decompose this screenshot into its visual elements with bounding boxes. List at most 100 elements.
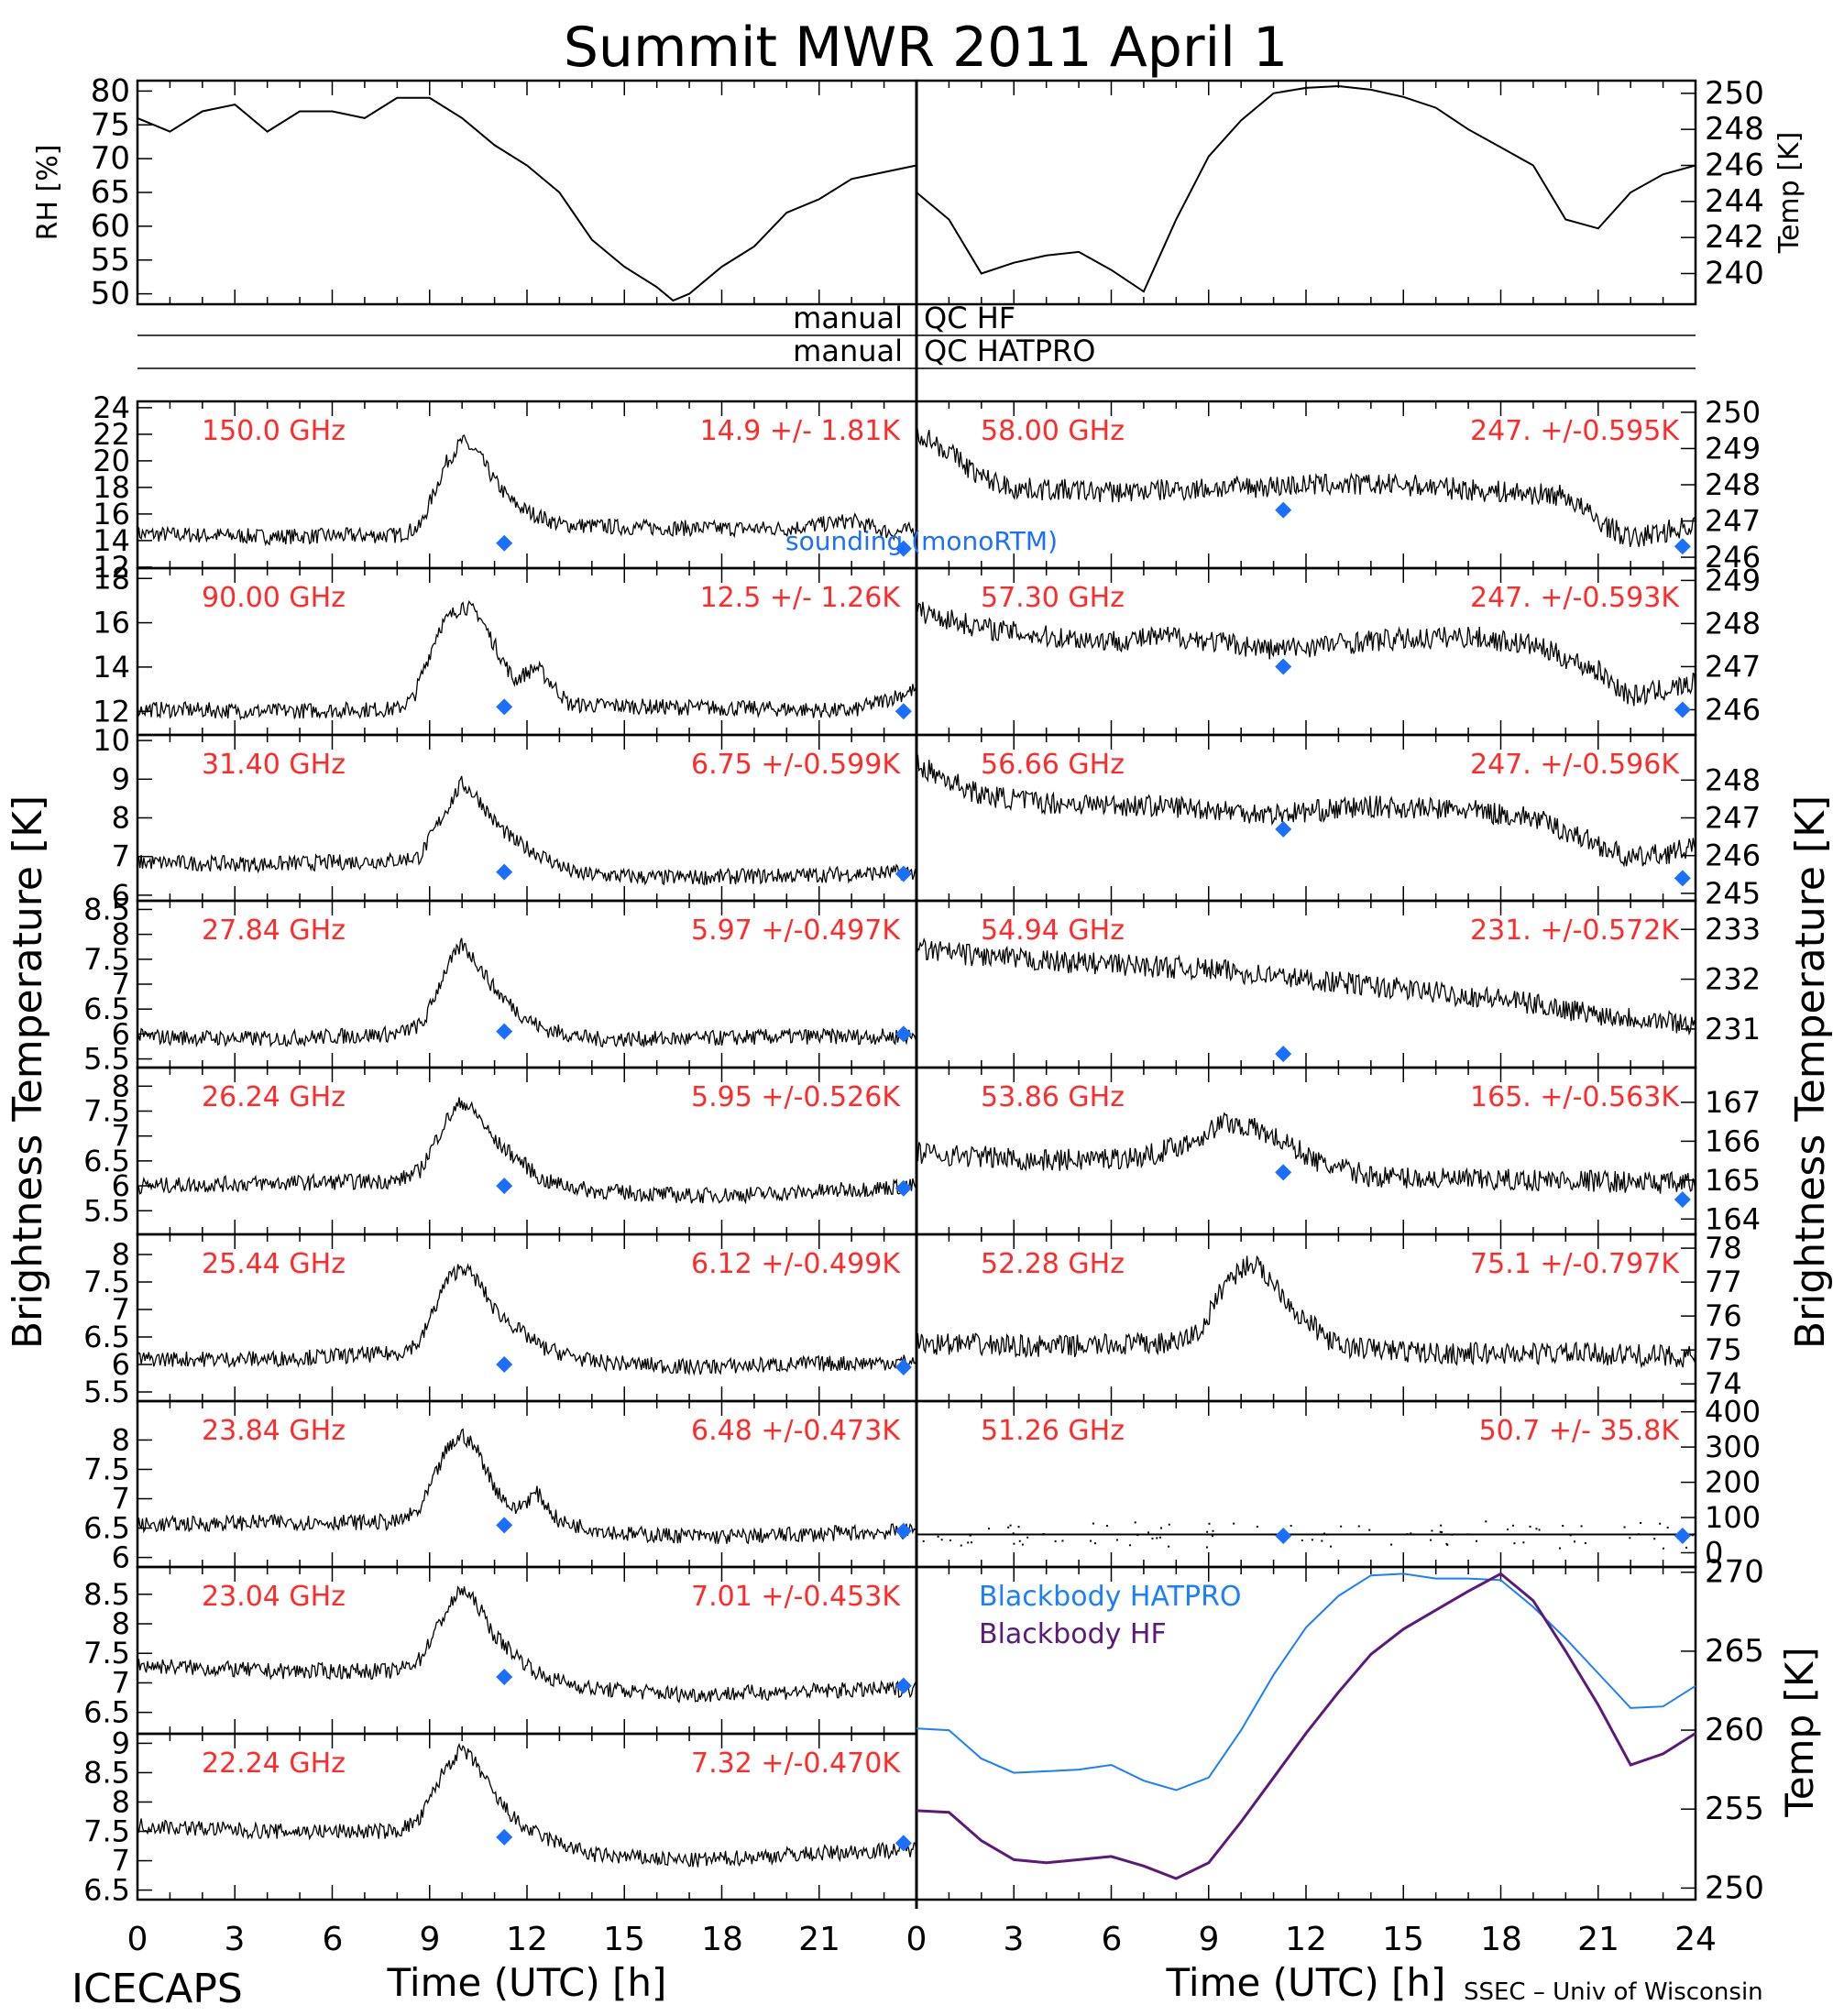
sounding-legend-label: sounding (monoRTM) [785, 526, 1058, 556]
y-tick-label: 8 [112, 1068, 130, 1103]
y-tick-label: 50 [91, 276, 130, 312]
sounding-point [895, 1522, 912, 1539]
y-tick-label: 16 [93, 606, 130, 641]
series-trace-right-52 [916, 1255, 1696, 1369]
scatter-dot [1151, 1537, 1154, 1539]
x-tick-label: 9 [1199, 1921, 1220, 1958]
channel-stat: 6.75 +/-0.599K [691, 749, 901, 781]
y-tick-label: 8 [112, 1784, 130, 1819]
sounding-point [895, 1179, 912, 1197]
scatter-dot [1012, 1532, 1015, 1535]
x-axis-label-left: Time (UTC) [h] [387, 1960, 667, 2005]
y-tick-label: 6.5 [83, 1144, 130, 1178]
panel-left-26: 5.566.577.58 26.24 GHz 5.95 +/-0.526K [83, 1066, 918, 1236]
y-tick-label: 12 [93, 694, 130, 729]
x-tick-label: 18 [701, 1921, 743, 1958]
y-tick-label: 249 [1705, 563, 1761, 597]
y-tick-label: 6 [112, 1016, 130, 1051]
series-trace-left-23-84 [137, 1428, 917, 1545]
y-tick-label: 246 [1705, 540, 1761, 575]
y-tick-label: 76 [1705, 1298, 1742, 1333]
scatter-dot [1406, 1533, 1409, 1536]
panel-left-25: 5.566.577.58 25.44 GHz 6.12 +/-0.499K [83, 1233, 918, 1409]
y-tick-label: 14 [93, 523, 130, 558]
sounding-point [895, 703, 912, 720]
scatter-dot [1206, 1530, 1209, 1533]
y-tick-label: 232 [1705, 962, 1761, 997]
scatter-dot [967, 1541, 970, 1544]
channel-stat: 14.9 +/- 1.81K [700, 415, 902, 447]
y-tick-label: 248 [1705, 762, 1761, 797]
y-tick-label: 255 [1705, 1791, 1764, 1827]
y-tick-label: 6.5 [83, 1873, 130, 1908]
rh-axis-label: RH [%] [32, 145, 64, 241]
scatter-dot [969, 1534, 971, 1537]
y-tick-label: 16 [93, 497, 130, 531]
channel-label: 52.28 GHz [981, 1248, 1125, 1280]
y-tick-label: 240 [1705, 256, 1764, 292]
sounding-point [895, 865, 912, 882]
panel-left-23-84: 66.577.58 23.84 GHz 6.48 +/-0.473K [83, 1399, 918, 1575]
sounding-point [496, 863, 513, 881]
scatter-dot [1439, 1530, 1442, 1533]
y-tick-label: 77 [1705, 1265, 1742, 1299]
scatter-dot [1026, 1536, 1029, 1539]
x-tick-label: 24 [1674, 1921, 1717, 1958]
scatter-dot [1390, 1543, 1393, 1546]
channel-label: 54.94 GHz [981, 915, 1125, 947]
scatter-dot [1330, 1545, 1333, 1548]
channel-label: 58.00 GHz [981, 415, 1125, 447]
y-tick-label: 245 [1705, 876, 1761, 911]
channel-stat: 7.01 +/-0.453K [691, 1581, 901, 1613]
blackbody-legend: Blackbody HF [979, 1618, 1167, 1650]
scatter-dot [1054, 1539, 1057, 1542]
y-tick-label: 6 [112, 1347, 130, 1382]
y-tick-label: 7.5 [83, 1636, 130, 1671]
panel-left-31: 6 78 910 31.40 GHz 6.75 +/-0.599K [93, 723, 918, 913]
scatter-dot [988, 1528, 991, 1530]
y-tick-label: 22 [93, 417, 130, 452]
y-tick-label: 80 [91, 72, 130, 109]
x-tick-label: 6 [323, 1921, 344, 1958]
scatter-dot [1105, 1525, 1108, 1528]
y-tick-label: 165 [1705, 1163, 1761, 1198]
series-trace-temp [916, 84, 1696, 293]
scatter-dot [1092, 1522, 1094, 1525]
scatter-dot [1136, 1534, 1139, 1537]
scatter-dot [1506, 1528, 1509, 1531]
scatter-dot [1666, 1527, 1669, 1529]
x-tick-label: 9 [420, 1921, 441, 1958]
panel-left-23-04: 6.577.588.5 23.04 GHz 7.01 +/-0.453K [83, 1565, 918, 1736]
scatter-dot [1128, 1544, 1131, 1547]
y-tick-label: 12 [93, 550, 130, 585]
scatter-dot [1440, 1524, 1443, 1527]
y-tick-label: 7.5 [83, 1452, 130, 1486]
y-tick-label: 14 [93, 650, 130, 685]
scatter-dot [1094, 1542, 1097, 1545]
scatter-dot [1584, 1541, 1586, 1544]
channel-stat: 12.5 +/- 1.26K [700, 582, 902, 614]
x-axis-right: 0 3 6 9 12 15 18 21 24 [906, 1921, 1717, 1958]
y-tick-label: 100 [1705, 1500, 1761, 1535]
series-trace-left-26 [137, 1097, 917, 1205]
sounding-point [1275, 501, 1292, 519]
y-tick-label: 167 [1705, 1085, 1761, 1120]
channel-label: 26.24 GHz [202, 1081, 346, 1113]
x-tick-label: 18 [1480, 1921, 1522, 1958]
y-tick-label: 6 [112, 1540, 130, 1575]
x-tick-label: 3 [225, 1921, 246, 1958]
x-tick-label: 15 [603, 1921, 645, 1958]
channel-label: 27.84 GHz [202, 915, 346, 947]
blackbody-axis-label: Temp [K] [1777, 1647, 1822, 1818]
y-tick-label: 248 [1705, 467, 1761, 502]
scatter-dot [1659, 1522, 1662, 1525]
scatter-dot [1685, 1546, 1688, 1549]
x-tick-label: 12 [506, 1921, 548, 1958]
sounding-point [496, 1669, 513, 1685]
channel-label: 90.00 GHz [202, 582, 346, 614]
y-tick-label: 246 [1705, 692, 1761, 727]
scatter-dot [1640, 1521, 1642, 1524]
x-tick-label: 6 [1102, 1921, 1123, 1958]
channel-label: 22.24 GHz [202, 1748, 346, 1780]
